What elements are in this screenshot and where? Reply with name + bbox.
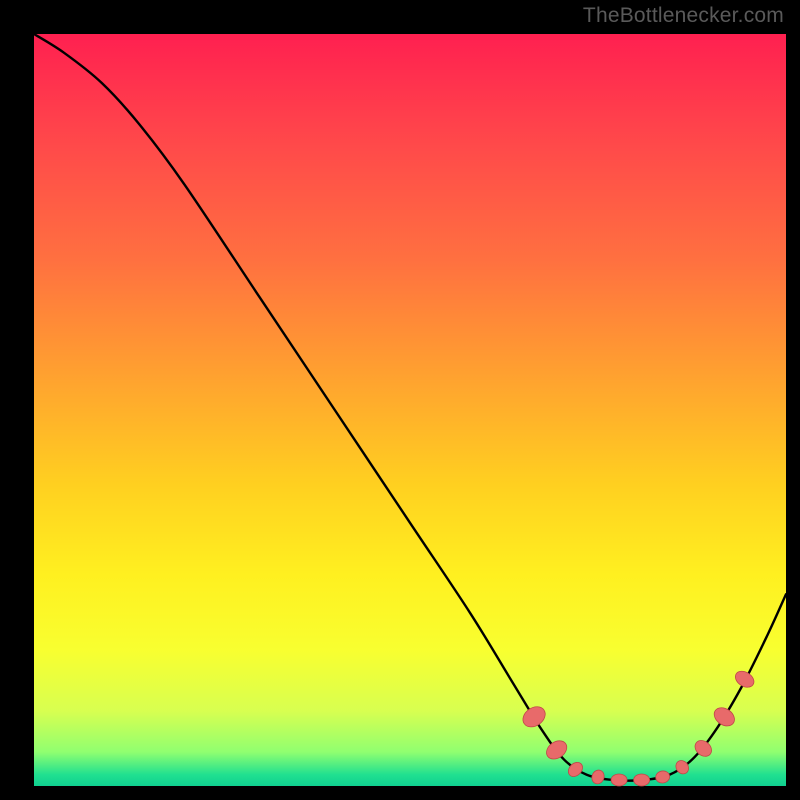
chart-svg bbox=[0, 0, 800, 800]
panel-rect bbox=[34, 34, 786, 786]
valley-marker bbox=[634, 774, 650, 786]
chart-stage: TheBottlenecker.com bbox=[0, 0, 800, 800]
gradient-background bbox=[0, 0, 800, 800]
watermark-text: TheBottlenecker.com bbox=[583, 4, 784, 28]
valley-marker bbox=[611, 774, 627, 786]
